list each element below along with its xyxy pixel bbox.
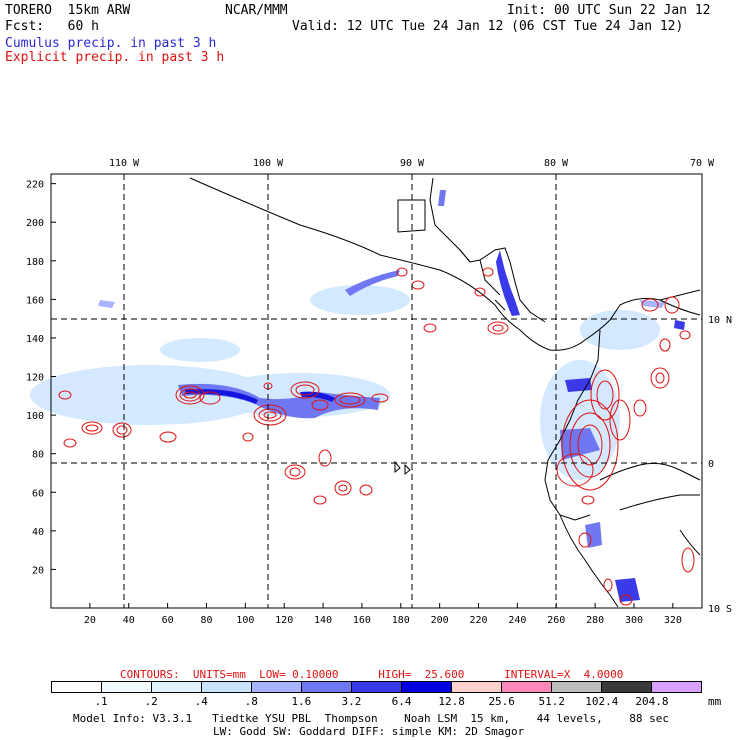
color-scale-label: 102.4 xyxy=(585,695,619,708)
color-scale-swatch xyxy=(552,682,602,692)
forecast-hour: Fcst: 60 h xyxy=(5,19,99,34)
y-tick-label: 200 xyxy=(26,218,44,229)
x-tick-label: 160 xyxy=(353,615,371,626)
color-scale-swatch xyxy=(402,682,452,692)
y-tick-label: 100 xyxy=(26,411,44,422)
longitude-label: 80 W xyxy=(544,158,569,169)
latitude-label: 0 xyxy=(708,459,714,470)
latitude-labels: 10 N 0 10 S xyxy=(708,315,732,615)
color-scale-swatch xyxy=(352,682,402,692)
x-tick-label: 80 xyxy=(200,615,212,626)
cumulus-legend-line: Cumulus precip. in past 3 h xyxy=(5,36,217,51)
valid-time: Valid: 12 UTC Tue 24 Jan 12 (06 CST Tue … xyxy=(292,19,684,34)
x-tick-label: 140 xyxy=(314,615,332,626)
y-tick-label: 120 xyxy=(26,373,44,384)
lat-lon-grid xyxy=(51,174,702,608)
color-scale-unit: mm xyxy=(708,695,722,708)
color-scale-swatch xyxy=(652,682,701,692)
x-tick-label: 100 xyxy=(236,615,254,626)
color-scale-swatch xyxy=(452,682,502,692)
x-tick-label: 220 xyxy=(469,615,487,626)
x-tick-label: 40 xyxy=(123,615,135,626)
color-scale-label: .1 xyxy=(94,695,108,708)
longitude-labels: 110 W 100 W 90 W 80 W 70 W xyxy=(109,158,715,169)
map-frame xyxy=(50,173,703,609)
org-label: NCAR/MMM xyxy=(225,3,288,18)
y-tick-label: 40 xyxy=(32,527,44,538)
explicit-contours xyxy=(58,267,695,606)
x-tick-label: 280 xyxy=(586,615,604,626)
color-scale-label: 204.8 xyxy=(635,695,669,708)
model-title: TORERO 15km ARW xyxy=(5,3,131,18)
color-scale-swatch xyxy=(302,682,352,692)
latitude-label: 10 N xyxy=(708,315,732,326)
y-tick-label: 80 xyxy=(32,450,44,461)
latitude-label: 10 S xyxy=(708,604,732,615)
explicit-legend-line: Explicit precip. in past 3 h xyxy=(5,50,225,65)
color-scale-swatch xyxy=(202,682,252,692)
x-tick-label: 320 xyxy=(664,615,682,626)
x-tick-label: 240 xyxy=(508,615,526,626)
longitude-label: 110 W xyxy=(109,158,140,169)
y-tick-label: 20 xyxy=(32,565,44,576)
y-tick-label: 180 xyxy=(26,257,44,268)
longitude-label: 70 W xyxy=(690,158,715,169)
contour-info: CONTOURS: UNITS=mm LOW= 0.10000 HIGH= 25… xyxy=(120,668,624,681)
x-tick-label: 180 xyxy=(392,615,410,626)
x-tick-label: 260 xyxy=(547,615,565,626)
color-scale-swatch xyxy=(502,682,552,692)
x-tick-label: 120 xyxy=(275,615,293,626)
color-scale-bar xyxy=(51,681,702,693)
color-scale-label: .2 xyxy=(144,695,158,708)
y-tick-label: 60 xyxy=(32,488,44,499)
x-tick-label: 60 xyxy=(162,615,174,626)
color-scale-swatch xyxy=(602,682,652,692)
color-scale-label: 3.2 xyxy=(341,695,362,708)
color-scale-swatch xyxy=(52,682,102,692)
y-axis-ticks: 220 200 180 160 140 120 100 80 60 40 20 xyxy=(26,180,56,576)
model-info: Model Info: V3.3.1 Tiedtke YSU PBL Thomp… xyxy=(73,712,670,725)
color-scale-swatch xyxy=(252,682,302,692)
color-scale-label: 51.2 xyxy=(538,695,566,708)
x-tick-label: 20 xyxy=(84,615,96,626)
color-scale-labels: .1 .2 .4 .8 1.6 3.2 6.4 12.8 25.6 51.2 102.4 204.8 xyxy=(51,695,702,708)
x-tick-label: 300 xyxy=(625,615,643,626)
color-scale-swatch xyxy=(102,682,152,692)
longitude-label: 100 W xyxy=(253,158,284,169)
init-time: Init: 00 UTC Sun 22 Jan 12 xyxy=(507,3,711,18)
y-tick-label: 220 xyxy=(26,180,44,191)
longitude-label: 90 W xyxy=(400,158,425,169)
y-tick-label: 160 xyxy=(26,295,44,306)
color-scale-label: .4 xyxy=(194,695,208,708)
y-tick-label: 140 xyxy=(26,334,44,345)
color-scale-label: 6.4 xyxy=(391,695,412,708)
color-scale-label: 1.6 xyxy=(291,695,312,708)
x-tick-label: 200 xyxy=(431,615,449,626)
color-scale-label: 12.8 xyxy=(438,695,465,708)
color-scale-label: .8 xyxy=(244,695,258,708)
x-axis-ticks: 20 40 60 80 100 120 140 160 180 200 220 240 260 280 30… xyxy=(84,603,682,626)
color-scale-label: 25.6 xyxy=(488,695,515,708)
physics-info: LW: Godd SW: Goddard DIFF: simple KM: 2D… xyxy=(213,725,525,738)
color-scale-swatch xyxy=(152,682,202,692)
